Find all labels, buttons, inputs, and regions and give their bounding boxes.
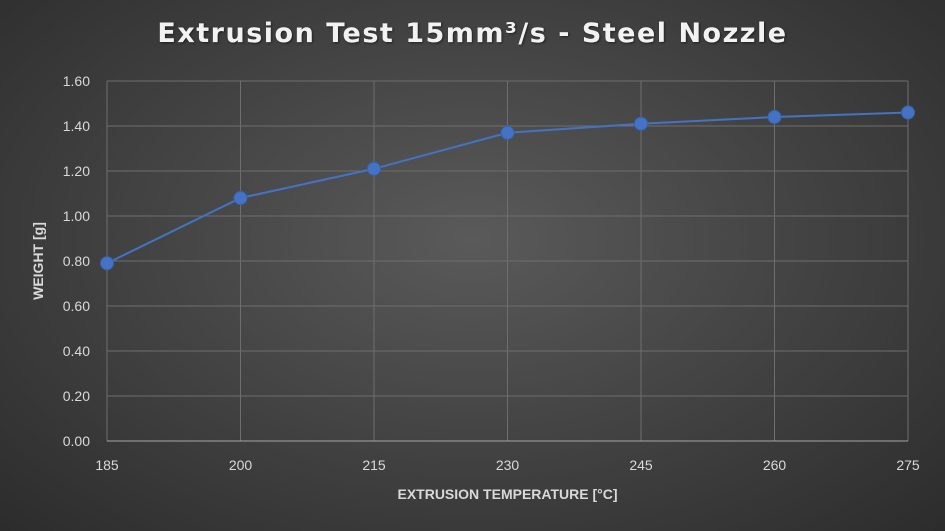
- x-tick-label: 245: [629, 457, 653, 473]
- data-point: [100, 256, 114, 271]
- x-tick-label: 215: [362, 457, 386, 473]
- x-axis-title: EXTRUSION TEMPERATURE [°C]: [397, 486, 617, 502]
- y-tick-label: 1.20: [63, 163, 90, 179]
- x-tick-label: 260: [763, 457, 787, 473]
- y-tick-label: 1.60: [63, 73, 90, 89]
- x-tick-label: 230: [496, 457, 520, 473]
- data-point: [634, 116, 648, 131]
- data-point: [233, 191, 248, 205]
- y-tick-label: 0.40: [63, 343, 90, 359]
- y-tick-label: 0.60: [63, 298, 90, 314]
- y-tick-label: 1.00: [63, 208, 90, 224]
- x-tick-label: 185: [95, 457, 119, 473]
- y-tick-label: 1.40: [63, 118, 90, 134]
- data-point: [367, 161, 381, 176]
- x-tick-label: 275: [896, 457, 920, 473]
- chart-title: Extrusion Test 15mm³/s - Steel Nozzle: [157, 18, 788, 49]
- y-tick-label: 0.20: [63, 388, 90, 404]
- x-tick-label: 200: [229, 457, 253, 473]
- data-point: [901, 105, 915, 120]
- y-tick-label: 0.00: [63, 433, 90, 449]
- data-point: [767, 110, 782, 124]
- tick-labels: 0.00 0.20 0.40 0.60 0.80 1.00 1.20 1.40 1.60 185 2…: [63, 73, 920, 473]
- y-axis-title: WEIGHT [g]: [30, 222, 46, 300]
- y-tick-label: 0.80: [63, 253, 90, 269]
- data-point: [500, 125, 515, 140]
- grid-lines: [106, 80, 909, 441]
- data-series: [100, 105, 915, 271]
